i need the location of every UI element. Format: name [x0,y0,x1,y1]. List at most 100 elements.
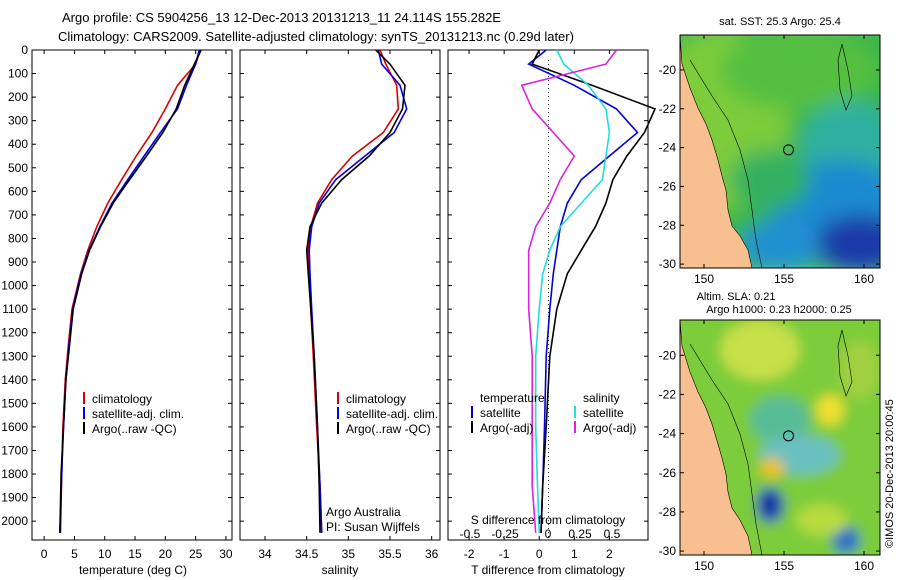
y-tick-label: 1100 [2,302,28,316]
series-line-salinity-satellite [534,49,611,533]
salinity-axis-ticks: 34 34.5 35 35.5 36 [258,50,439,561]
y-tick-label: 1200 [1,326,28,340]
series-line-climatology [59,49,202,533]
y-tick-label: 500 [8,161,28,175]
x-tick-label: 10 [98,547,112,561]
y-tick-label: 1700 [1,443,28,457]
series-line-salinity-argo-adj- [520,49,618,533]
x-tick-label: 36 [425,547,439,561]
x-tick-label: 35.5 [378,547,402,561]
difference-axis-ticks: -2 -1 0 1 2 [464,50,613,561]
legend-title-salinity: salinity [583,391,620,405]
map-y-tick-label: -28 [659,218,677,232]
figure-title-line1: Argo profile: CS 5904256_13 12-Dec-2013 … [62,10,501,25]
x-tick-label: 30 [219,547,233,561]
sst-map-title: sat. SST: 25.3 Argo: 25.4 [719,16,841,28]
y-tick-label: 900 [8,255,28,269]
legend-label-t-satellite: satellite [480,406,521,420]
salinity-plot-frame [239,49,441,541]
x-tick-label: 34.5 [295,547,319,561]
map-x-tick-label: 155 [774,559,794,573]
sst-map-argo-position [783,144,795,156]
sla-map-reef-contour [837,329,853,397]
series-line-satellite-adj-clim- [59,49,201,533]
y-tick-label: 1500 [1,396,28,410]
sla-map-argo-position [783,430,795,442]
x-tick-label: 34 [258,547,272,561]
map-y-tick-label: -26 [659,179,677,193]
map-y-tick-label: -26 [659,466,677,480]
sst-map-contour [689,59,763,268]
legend-title-temperature: temperature [480,391,545,405]
map-y-tick-label: -22 [659,102,677,116]
s-tick-label: 0.5 [604,527,621,541]
legend-label-argo: Argo(..raw -QC) [346,422,431,436]
y-tick-label: 1000 [1,279,28,293]
legend-label-climatology: climatology [92,392,152,406]
sst-map-land [680,35,753,268]
map-y-tick-label: -24 [659,427,677,441]
series-line-argo-raw-qc- [305,49,406,533]
legend-label-satellite: satellite-adj. clim. [346,407,438,421]
x-tick-label: 25 [189,547,203,561]
y-tick-label: 1900 [1,491,28,505]
map-x-tick-label: 155 [774,272,794,286]
salinity-profiles [305,49,408,533]
series-line-argo-raw-qc- [59,49,202,533]
x-tick-label: 0 [536,547,543,561]
sst-map-reef-contour [837,43,853,111]
y-tick-label: 2000 [1,514,28,528]
x-tick-label: 2 [606,547,613,561]
temperature-plot-frame [31,49,233,541]
difference-plot-frame [447,49,649,541]
project-credit: Argo Australia [326,505,401,519]
imos-timestamp: ©IMOS 20-Dec-2013 20:00:45 [884,399,896,548]
y-tick-label: 200 [8,90,28,104]
s-difference-tick-labels: -0.5 -0.25 0 0.25 0.5 [460,527,621,541]
x-tick-label: 1 [571,547,578,561]
sst-map-axis-ticks: 150 155 160 -20 -22 -24 -26 -28 -30 [659,35,880,286]
x-tick-label: 5 [71,547,78,561]
figure-title-line2: Climatology: CARS2009. Satellite-adjuste… [58,29,574,44]
x-tick-label: 15 [128,547,142,561]
y-tick-label: 100 [8,67,28,81]
difference-profiles [520,49,657,533]
pi-credit: PI: Susan Wijffels [326,520,420,534]
y-tick-label: 1400 [1,373,28,387]
difference-legend: temperature salinity satellite Argo(-adj… [471,391,636,435]
sla-map-title: Altim. SLA: 0.21 [697,291,776,303]
y-tick-label: 300 [8,114,28,128]
s-tick-label: -0.25 [491,527,519,541]
s-difference-axis-label: S difference from climatology [471,513,626,527]
map-x-tick-label: 160 [854,272,874,286]
s-tick-label: 0 [545,527,552,541]
legend-label-climatology: climatology [346,392,406,406]
y-tick-label: 400 [8,137,28,151]
y-tick-label: 700 [8,208,28,222]
map-y-tick-label: -28 [659,505,677,519]
sla-map-land [680,320,753,555]
series-line-temperature-satellite [527,49,639,533]
s-tick-label: 0.25 [568,527,592,541]
sla-map-axis-ticks: 150 155 160 -20 -22 -24 -26 -28 -30 [659,320,880,573]
map-y-tick-label: -24 [659,141,677,155]
map-x-tick-label: 150 [694,272,714,286]
map-x-tick-label: 160 [854,559,874,573]
map-y-tick-label: -30 [659,257,677,271]
temperature-axis-label: temperature (deg C) [79,563,187,577]
legend-label-s-satellite: satellite [583,406,624,420]
y-tick-label: 1800 [1,467,28,481]
sst-map-frame [679,34,881,269]
t-difference-axis-label: T difference from climatology [471,563,625,577]
series-line-temperature-argo-adj- [531,49,657,533]
temperature-axis-ticks: 0 5 10 15 20 25 30 [41,50,233,561]
legend-label-satellite: satellite-adj. clim. [92,407,184,421]
map-y-tick-label: -20 [659,348,677,362]
y-tick-label: 1600 [1,420,28,434]
map-y-tick-label: -22 [659,387,677,401]
salinity-legend: climatology satellite-adj. clim. Argo(..… [337,392,438,436]
map-x-tick-label: 150 [694,559,714,573]
y-tick-label: 1300 [1,349,28,363]
salinity-axis-label: salinity [322,563,359,577]
